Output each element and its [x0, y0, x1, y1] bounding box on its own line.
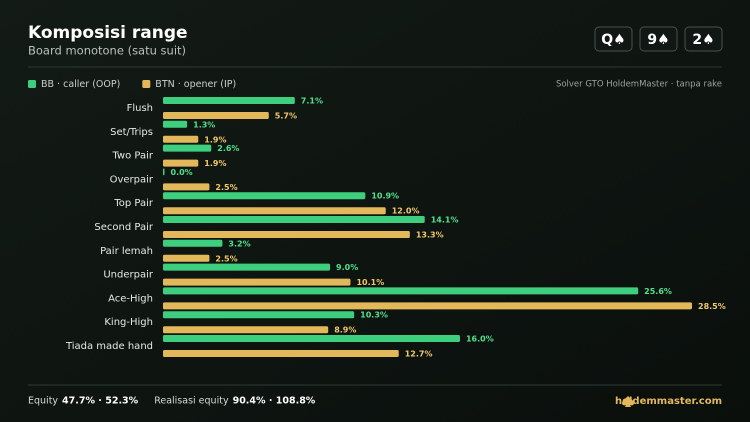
- value-label: 28.5%: [698, 302, 726, 311]
- bar: [163, 350, 399, 357]
- bar: [163, 302, 692, 310]
- bar: [163, 135, 199, 143]
- category-label: Overpair: [110, 174, 154, 185]
- bar: [163, 144, 212, 152]
- spade-icon: [622, 396, 634, 407]
- bar: [163, 254, 210, 262]
- value-label: 1.9%: [204, 159, 226, 168]
- value-label: 5.7%: [275, 112, 297, 121]
- category-label: Second Pair: [94, 222, 153, 233]
- card-label: 9♠: [647, 32, 669, 48]
- value-label: 8.9%: [334, 326, 356, 335]
- category-label: Ace-High: [108, 293, 153, 304]
- site: holdemmaster.com: [615, 396, 722, 407]
- footer-value: 47.7% · 52.3%: [62, 396, 139, 407]
- bar: [163, 263, 331, 271]
- category-label: Underpair: [103, 270, 154, 281]
- card-label: Q♠: [601, 32, 625, 48]
- value-label: 14.1%: [431, 216, 459, 225]
- bar: [163, 112, 269, 119]
- bar: [163, 335, 460, 342]
- card-label: 2♠: [692, 32, 714, 48]
- value-label: 25.6%: [644, 287, 672, 296]
- bar: [163, 216, 425, 223]
- value-label: 7.1%: [301, 97, 323, 106]
- card: [684, 26, 723, 52]
- category-label: Two Pair: [111, 151, 153, 162]
- value-label: 0.0%: [171, 168, 193, 177]
- value-label: 16.0%: [466, 335, 494, 344]
- value-label: 2.5%: [215, 183, 237, 192]
- legend-label: BB · caller (OOP): [41, 79, 120, 90]
- value-label: 2.5%: [215, 254, 237, 263]
- chart-title: Komposisi range: [28, 23, 188, 43]
- footer-label: Realisasi equity: [154, 396, 229, 407]
- bar: [163, 159, 199, 167]
- bar: [163, 311, 355, 319]
- bar: [163, 278, 351, 286]
- value-label: 1.9%: [204, 135, 226, 144]
- category-label: Pair lemah: [100, 246, 153, 257]
- bar: [163, 183, 210, 191]
- category-label: Set/Trips: [110, 127, 153, 138]
- bar: [163, 287, 639, 295]
- value-label: 10.1%: [356, 278, 384, 287]
- card: [639, 26, 678, 52]
- footer-value: 90.4% · 108.8%: [233, 396, 316, 407]
- legend-swatch: [28, 80, 36, 88]
- bar: [163, 192, 366, 200]
- chart-subtitle: Board monotone (satu suit): [28, 44, 186, 58]
- value-label: 1.3%: [193, 120, 215, 129]
- bar: [163, 97, 295, 104]
- category-label: King-High: [104, 317, 153, 328]
- category-label: Top Pair: [113, 198, 154, 209]
- value-label: 10.3%: [360, 311, 388, 320]
- bar: [163, 231, 410, 238]
- footer-label: Equity: [28, 396, 58, 407]
- value-label: 3.2%: [228, 239, 250, 248]
- bar: [163, 326, 329, 334]
- value-label: 12.7%: [405, 350, 433, 359]
- bar: [163, 120, 188, 128]
- bar: [163, 168, 165, 176]
- note: Solver GTO HoldemMaster · tanpa rake: [556, 80, 722, 90]
- card: [594, 26, 633, 52]
- value-label: 12.0%: [392, 207, 420, 216]
- bar: [163, 207, 386, 215]
- bar: [163, 239, 223, 247]
- legend-swatch: [142, 80, 151, 88]
- category-label: Flush: [127, 103, 153, 114]
- board: Q♠ 9♠ 2♠: [594, 26, 723, 52]
- value-label: 13.3%: [416, 231, 444, 240]
- category-label: Tiada made hand: [65, 341, 153, 352]
- value-label: 9.0%: [336, 263, 358, 272]
- legend-label: BTN · opener (IP): [155, 79, 236, 90]
- value-label: 10.9%: [371, 192, 399, 201]
- value-label: 2.6%: [217, 144, 239, 153]
